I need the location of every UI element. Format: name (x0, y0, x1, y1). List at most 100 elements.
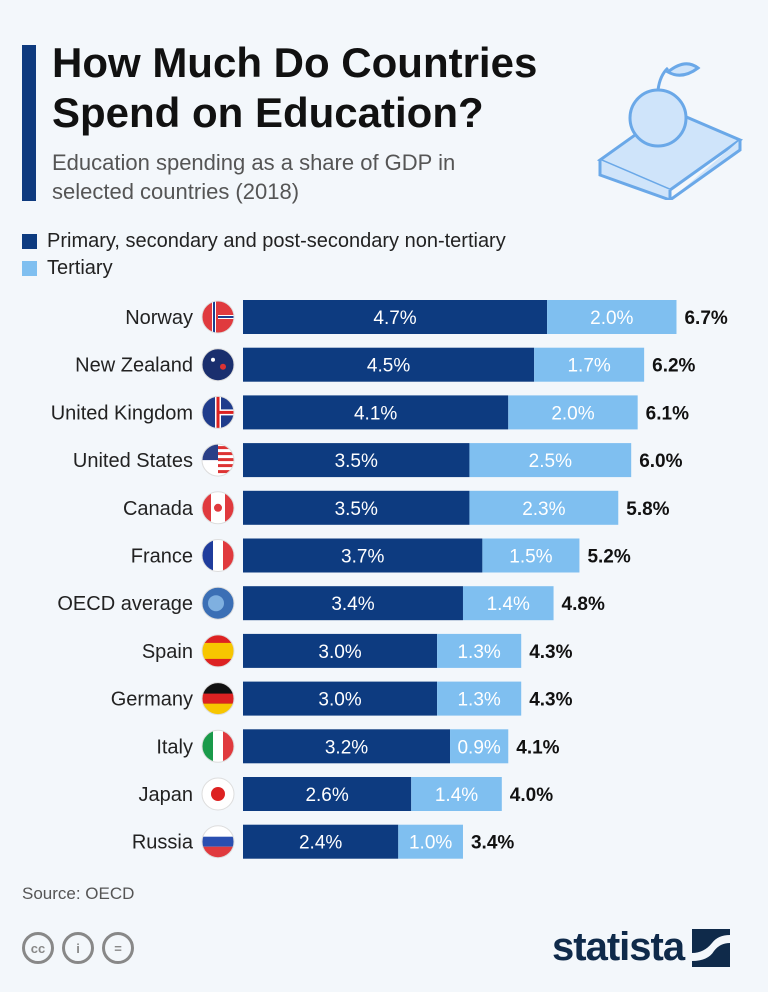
bar-value-label: 2.5% (529, 451, 572, 472)
brand-name: statista (552, 925, 685, 969)
total-label: 6.7% (684, 308, 727, 329)
bar-primary (243, 490, 470, 525)
legend-label: Tertiary (47, 257, 113, 279)
bar-primary (243, 586, 463, 621)
chart-title: How Much Do Countries Spend on Education… (52, 39, 538, 136)
category-label: Spain (142, 641, 193, 663)
legend-item-tertiary: Tertiary (22, 256, 506, 280)
cc-icon: cc (22, 932, 54, 964)
bar-value-label: 4.7% (373, 308, 416, 329)
total-label: 4.8% (562, 594, 605, 615)
bar-primary (243, 729, 451, 764)
category-label: New Zealand (75, 355, 193, 377)
total-label: 6.0% (639, 451, 682, 472)
bar-primary (243, 347, 535, 382)
total-label: 3.4% (471, 833, 514, 854)
bar-value-label: 3.0% (318, 642, 361, 663)
source-note: Source: OECD (22, 884, 135, 903)
apple-book-icon (596, 62, 744, 200)
total-label: 4.3% (529, 690, 572, 711)
total-label: 6.2% (652, 356, 695, 377)
flag-icon (202, 825, 234, 858)
flag-icon (202, 301, 234, 333)
bar-primary (243, 633, 438, 668)
bar-row: United Kingdom 4.1% 2.0% 6.1% (51, 395, 689, 430)
bar-tertiary (547, 300, 677, 334)
bar-row: Russia 2.4% 1.0% 3.4% (132, 824, 514, 859)
category-label: Russia (132, 832, 194, 854)
bar-value-label: 1.0% (409, 833, 452, 854)
bar-value-label: 2.0% (590, 308, 633, 329)
bar-primary (243, 777, 412, 811)
legend-label: Primary, secondary and post-secondary no… (47, 230, 506, 252)
bar-value-label: 4.1% (354, 403, 397, 424)
category-label: OECD average (57, 593, 193, 615)
total-label: 6.1% (646, 403, 689, 424)
header: How Much Do Countries Spend on Education… (52, 38, 612, 206)
bar-row: France 3.7% 1.5% 5.2% (131, 538, 631, 573)
bar-value-label: 3.0% (318, 690, 361, 711)
bar-row: New Zealand 4.5% 1.7% 6.2% (75, 347, 696, 382)
bar-primary (243, 681, 438, 716)
license-icons: cc i = (22, 932, 134, 964)
title-accent-bar (22, 45, 36, 201)
category-label: Canada (123, 498, 194, 520)
bar-tertiary (534, 347, 645, 382)
flag-icon (202, 778, 234, 810)
flag-icon (202, 444, 234, 477)
category-label: Norway (125, 307, 193, 329)
bar-value-label: 3.4% (331, 594, 374, 615)
bar-tertiary (482, 538, 580, 573)
flag-icon (202, 730, 234, 763)
bar-primary (243, 538, 483, 573)
bar-tertiary (437, 681, 522, 716)
bar-value-label: 3.7% (341, 547, 384, 568)
bar-tertiary (469, 490, 619, 525)
flag-icon (202, 491, 234, 524)
legend-swatch (22, 260, 37, 276)
bar-row: Japan 2.6% 1.4% 4.0% (139, 777, 553, 811)
legend-item-primary: Primary, secondary and post-secondary no… (22, 229, 506, 253)
flag-icon (202, 348, 234, 381)
statista-logo: statista (552, 925, 731, 970)
bar-row: Italy 3.2% 0.9% 4.1% (156, 729, 560, 764)
flag-icon (202, 587, 234, 620)
bar-value-label: 1.3% (457, 642, 500, 663)
bar-tertiary (469, 443, 632, 478)
bar-chart: Norway 4.7% 2.0% 6.7% New Zealand 4.5% 1.7% 6.2… (51, 300, 728, 859)
bar-value-label: 2.3% (522, 499, 565, 520)
flag-icon (202, 634, 234, 667)
bar-primary (243, 300, 548, 334)
bar-value-label: 1.4% (435, 785, 478, 806)
bar-tertiary (462, 586, 554, 621)
flag-icon (202, 396, 234, 429)
bar-row: Germany 3.0% 1.3% 4.3% (111, 681, 573, 716)
bar-value-label: 1.4% (487, 594, 530, 615)
no-derivatives-icon: = (102, 932, 134, 964)
bar-tertiary (437, 633, 522, 668)
bar-row: Canada 3.5% 2.3% 5.8% (123, 490, 670, 525)
bar-tertiary (411, 777, 502, 811)
total-label: 4.3% (529, 642, 572, 663)
legend: Primary, secondary and post-secondary no… (22, 229, 506, 280)
bar-value-label: 2.0% (551, 403, 594, 424)
bar-row: United States 3.5% 2.5% 6.0% (73, 443, 683, 478)
flag-icon (202, 682, 234, 715)
bar-tertiary (508, 395, 638, 430)
bar-value-label: 3.5% (335, 499, 378, 520)
bar-row: Spain 3.0% 1.3% 4.3% (142, 633, 573, 668)
legend-swatch (22, 233, 37, 249)
category-label: Germany (111, 689, 193, 711)
total-label: 5.8% (626, 499, 669, 520)
bar-primary (243, 443, 470, 478)
total-label: 4.0% (510, 785, 553, 806)
category-label: United Kingdom (51, 402, 193, 424)
chart-subtitle: Education spending as a share of GDP in … (52, 150, 456, 204)
bar-value-label: 2.6% (305, 785, 348, 806)
category-label: United States (73, 450, 193, 472)
total-label: 4.1% (516, 737, 559, 758)
statista-mark-icon (692, 928, 731, 967)
bar-primary (243, 395, 509, 430)
bar-value-label: 1.3% (457, 690, 500, 711)
